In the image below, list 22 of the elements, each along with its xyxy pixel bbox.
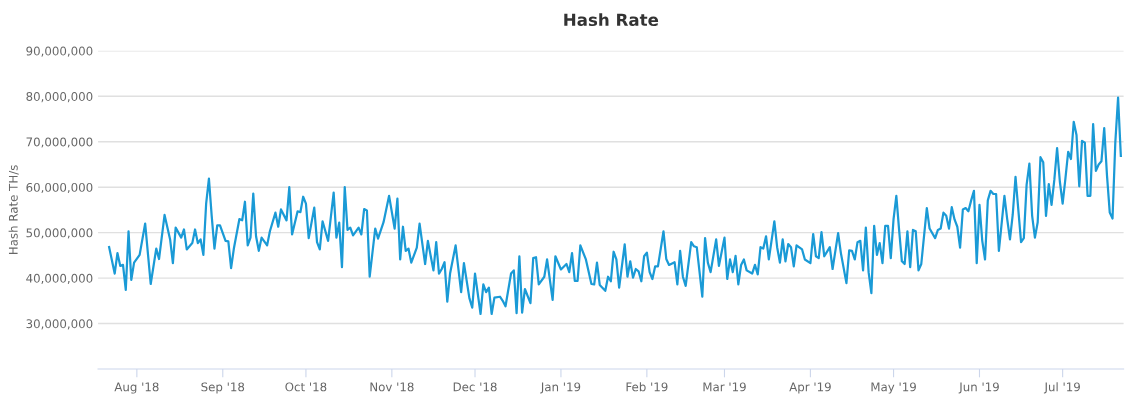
y-tick-label: 90,000,000: [26, 46, 93, 57]
x-tick-label: Nov '18: [370, 382, 414, 392]
line-series: [108, 96, 1122, 316]
x-tick-label: Jun '19: [958, 382, 999, 394]
y-tick-label: 60,000,000: [26, 182, 93, 194]
x-tick-label: Dec '18: [453, 382, 497, 392]
x-tick-label: Oct '18: [285, 382, 327, 392]
x-tick-label: Apr '19: [789, 382, 831, 394]
y-tick-label: 70,000,000: [26, 137, 93, 148]
x-tick-label: Aug '18: [114, 382, 159, 394]
y-tick-label: 40,000,000: [26, 273, 93, 284]
x-tick-label: Jan '19: [540, 382, 581, 394]
y-tick-label: 30,000,000: [26, 319, 93, 330]
y-axis-title: Hash Rate TH/s: [8, 165, 19, 255]
x-tick-label: Feb '19: [626, 382, 668, 392]
x-tick-label: Sep '18: [201, 382, 245, 394]
x-tick-label: Jul '19: [1043, 382, 1080, 394]
chart-title: Hash Rate: [564, 13, 659, 27]
x-tick-label: May '19: [871, 382, 916, 394]
y-tick-label: 50,000,000: [26, 228, 93, 239]
y-tick-label: 80,000,000: [26, 92, 93, 103]
x-tick-label: Mar '19: [703, 382, 746, 392]
